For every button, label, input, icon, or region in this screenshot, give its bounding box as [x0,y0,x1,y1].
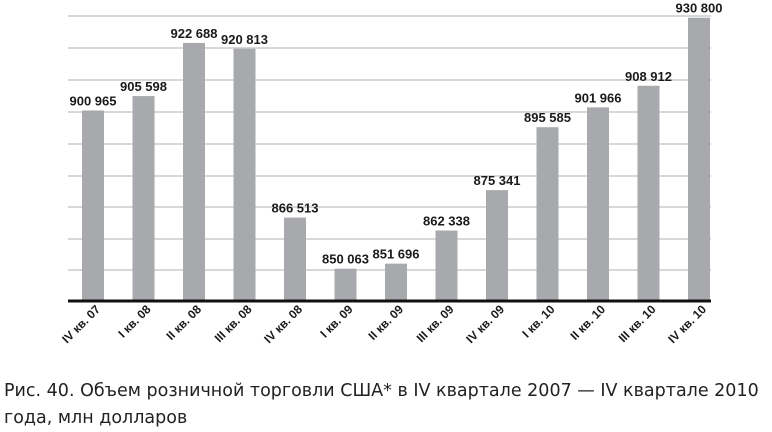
x-tick-label: IV кв. 09 [463,302,507,346]
bar [334,268,357,300]
x-tick-label: II кв. 10 [568,302,609,343]
bar [233,48,256,300]
x-tick-label: IV кв. 07 [59,302,103,346]
data-label: 908 912 [625,69,672,84]
x-tick-labels: IV кв. 07 I кв. 08 II кв. 08 III кв. 08 IV к… [59,302,709,346]
bar [637,85,660,301]
x-tick-label: IV кв. 08 [261,302,305,346]
x-tick-label: I кв. 10 [519,302,557,340]
x-tick-label: IV кв. 10 [665,302,709,346]
x-tick-label: III кв. 09 [414,302,457,345]
bars [82,17,710,301]
data-label: 862 338 [423,214,470,229]
bar [435,230,458,300]
data-label: 922 688 [171,26,218,41]
data-label: 851 696 [373,247,420,262]
data-label: 901 966 [575,90,622,105]
bar [82,110,104,301]
data-label: 905 598 [120,79,167,94]
x-tick-label: III кв. 10 [616,302,659,345]
bar [132,96,155,301]
data-label: 900 965 [70,93,117,108]
bar [536,127,559,300]
data-label: 920 813 [221,32,268,47]
bar [587,107,609,300]
bar [688,17,710,300]
gridlines [68,15,711,271]
figure-caption: Рис. 40. Объем розничной торговли США* в… [4,381,759,428]
bar [183,42,205,300]
data-label: 850 063 [322,252,369,267]
bar [284,217,306,300]
data-label: 895 585 [524,110,571,125]
x-tick-label: II кв. 09 [366,302,407,343]
bar [385,263,407,300]
x-tick-label: III кв. 08 [212,302,255,345]
bar [486,190,508,300]
x-tick-label: I кв. 08 [115,302,153,340]
data-label: 866 513 [272,201,319,216]
x-tick-label: II кв. 08 [164,302,205,343]
x-tick-label: I кв. 09 [317,302,355,340]
data-label: 930 800 [676,1,723,16]
data-label: 875 341 [474,173,521,188]
